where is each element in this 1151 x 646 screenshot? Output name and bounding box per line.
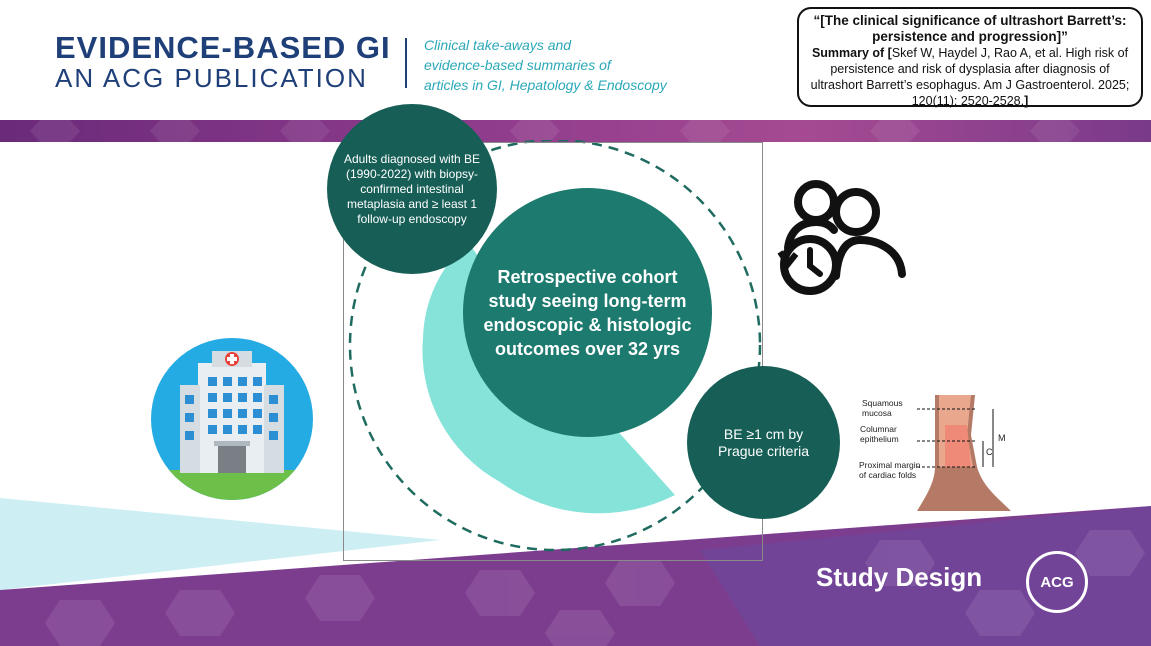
- brand-subtitle: AN ACG PUBLICATION: [55, 63, 368, 93]
- tagline: Clinical take-aways and evidence-based s…: [424, 35, 724, 95]
- acg-logo-icon: ACG: [1026, 551, 1088, 613]
- bottom-decoration: [0, 498, 1151, 646]
- columnar-epithelium-label: Columnar epithelium: [860, 424, 899, 444]
- light-blue-wedge: [0, 498, 440, 590]
- esophagus-diagram-icon: [917, 395, 1011, 511]
- citation-close-bracket: ]: [1024, 94, 1029, 108]
- brand-divider: [405, 38, 407, 88]
- adults-diagnosed-circle: Adults diagnosed with BE (1990-2022) wit…: [327, 104, 497, 274]
- m-label: M: [998, 433, 1006, 443]
- study-summary-text: Retrospective cohort study seeing long-t…: [483, 266, 692, 359]
- acg-logo-text: ACG: [1040, 573, 1074, 591]
- purple-band: [0, 120, 1151, 142]
- hexagon-band-pattern: [30, 120, 1080, 142]
- hospital-icon: [151, 338, 313, 500]
- tagline-line: evidence-based summaries of: [424, 57, 611, 73]
- tagline-line: articles in GI, Hepatology & Endoscopy: [424, 77, 667, 93]
- prague-criteria-circle: BE ≥1 cm by Prague criteria: [687, 366, 840, 519]
- citation-open-bracket: [: [887, 46, 892, 60]
- c-label: C: [986, 447, 993, 457]
- citation-summary-prefix: Summary of: [811, 46, 885, 60]
- proximal-margin-label: Proximal margin of cardiac folds: [859, 460, 921, 480]
- citation-title: “[The clinical significance of ultrashor…: [813, 13, 1127, 44]
- dashed-circle: [348, 140, 762, 552]
- squamous-mucosa-label: Squamous mucosa: [862, 398, 903, 418]
- study-summary-circle: Retrospective cohort study seeing long-t…: [463, 188, 712, 437]
- hexagon-footer-pattern: [45, 530, 1145, 646]
- tagline-line: Clinical take-aways and: [424, 37, 572, 53]
- adults-diagnosed-text: Adults diagnosed with BE (1990-2022) wit…: [343, 151, 481, 226]
- people-clock-icon: [777, 180, 906, 295]
- prague-criteria-text: BE ≥1 cm by Prague criteria: [717, 425, 810, 459]
- citation-reference: Skef W, Haydel J, Rao A, et al. High ris…: [810, 46, 1130, 108]
- brand-title: EVIDENCE-BASED GI: [55, 30, 391, 65]
- figure-frame: [343, 142, 763, 561]
- citation-box: “[The clinical significance of ultrashor…: [797, 7, 1143, 109]
- study-design-label: Study Design: [816, 562, 983, 592]
- citation-body: Summary of [Skef W, Haydel J, Rao A, et …: [807, 45, 1133, 109]
